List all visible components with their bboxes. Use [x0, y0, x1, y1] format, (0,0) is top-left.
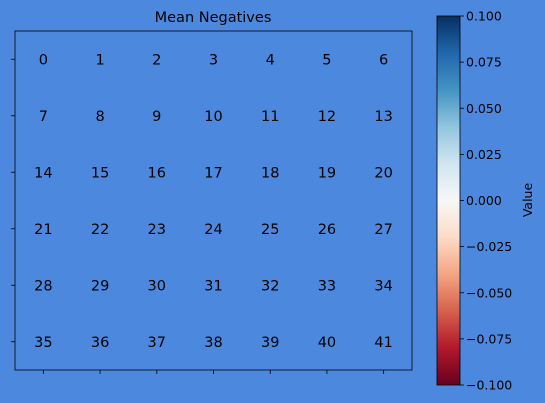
heatmap-cell	[15, 200, 72, 257]
heatmap-cell	[355, 313, 412, 370]
cell-label: 21	[34, 222, 52, 238]
cell-label: 38	[204, 335, 222, 351]
heatmap-cell	[241, 144, 299, 201]
heatmap-cell	[298, 200, 356, 257]
heatmap-cell	[128, 313, 186, 370]
cell-label: 26	[318, 222, 336, 238]
heatmap-cell	[298, 144, 356, 201]
heatmap-cell	[15, 257, 72, 314]
heatmap-cell	[298, 313, 356, 370]
heatmap-cell	[15, 144, 72, 201]
heatmap-cell	[298, 31, 356, 88]
heatmap-cell	[355, 144, 412, 201]
cell-label: 13	[374, 109, 392, 125]
cell-label: 2	[152, 52, 161, 68]
heatmap-cell	[241, 87, 299, 144]
cell-label: 24	[204, 222, 222, 238]
cell-label: 12	[318, 109, 336, 125]
heatmap-cell	[355, 200, 412, 257]
cell-label: 37	[148, 335, 166, 351]
heatmap-cell	[128, 87, 186, 144]
heatmap-cell	[128, 200, 186, 257]
heatmap-cell	[241, 313, 299, 370]
cell-label: 4	[266, 52, 275, 68]
heatmap-cell	[298, 257, 356, 314]
heatmap-cell	[15, 31, 72, 88]
cell-label: 5	[322, 52, 331, 68]
heatmap-cell	[15, 313, 72, 370]
heatmap-cell	[128, 144, 186, 201]
cell-label: 34	[374, 278, 392, 294]
heatmap-cell	[355, 31, 412, 88]
cell-label: 29	[91, 278, 109, 294]
cell-label: 36	[91, 335, 109, 351]
heatmap-cell	[185, 31, 242, 88]
cell-label: 32	[261, 278, 279, 294]
colorbar-label: Value	[520, 183, 535, 218]
heatmap-cell	[185, 313, 242, 370]
colorbar-tick-label: −0.025	[466, 239, 512, 254]
cell-label: 30	[148, 278, 166, 294]
heatmap-cell	[128, 31, 186, 88]
chart-title: Mean Negatives	[155, 10, 272, 26]
heatmap-cell	[71, 200, 129, 257]
colorbar-tick-label: 0.075	[466, 55, 502, 70]
heatmap-cell	[241, 31, 299, 88]
cell-label: 31	[204, 278, 222, 294]
cell-label: 3	[209, 52, 218, 68]
cell-label: 27	[374, 222, 392, 238]
cell-label: 17	[204, 165, 222, 181]
cell-label: 14	[34, 165, 52, 181]
colorbar: 0.100 0.075 0.050 0.025 0.000 −0.025 −0.050 −0.…	[436, 9, 535, 393]
colorbar-tick-label: 0.025	[466, 147, 502, 162]
heatmap-cell	[71, 257, 129, 314]
cell-label: 25	[261, 222, 279, 238]
colorbar-tick-label: −0.075	[466, 331, 512, 346]
heatmap-cell	[185, 200, 242, 257]
heatmap-cell	[185, 144, 242, 201]
cell-label: 16	[148, 165, 166, 181]
heatmap-cell	[355, 257, 412, 314]
cell-label: 28	[34, 278, 52, 294]
colorbar-tick-label: −0.100	[466, 378, 512, 393]
cell-label: 6	[379, 52, 388, 68]
colorbar-tick-label: 0.000	[466, 193, 502, 208]
colorbar-tick-label: 0.050	[466, 101, 502, 116]
cell-label: 9	[152, 109, 161, 125]
heatmap-cell	[185, 87, 242, 144]
cell-label: 39	[261, 335, 279, 351]
heatmap-cell	[71, 144, 129, 201]
cell-label: 0	[39, 52, 48, 68]
colorbar-tick-label: −0.050	[466, 285, 512, 300]
colorbar-tick-label: 0.100	[466, 9, 502, 24]
colorbar-gradient	[436, 15, 461, 386]
cell-label: 40	[318, 335, 336, 351]
heatmap-cell	[15, 87, 72, 144]
cell-label: 7	[39, 109, 48, 125]
cell-label: 18	[261, 165, 279, 181]
heatmap-cell	[71, 31, 129, 88]
cell-label: 8	[95, 109, 104, 125]
cell-label: 11	[261, 109, 279, 125]
cell-label: 33	[318, 278, 336, 294]
cell-label: 1	[95, 52, 104, 68]
cell-label: 23	[148, 222, 166, 238]
cell-label: 19	[318, 165, 336, 181]
heatmap-cell	[241, 200, 299, 257]
heatmap-cell	[71, 313, 129, 370]
cell-label: 15	[91, 165, 109, 181]
cell-label: 10	[204, 109, 222, 125]
heatmap-cell	[71, 87, 129, 144]
heatmap-cell	[185, 257, 242, 314]
cell-label: 20	[374, 165, 392, 181]
heatmap-cell	[128, 257, 186, 314]
cell-label: 35	[34, 335, 52, 351]
heatmap-cell	[298, 87, 356, 144]
cell-label: 22	[91, 222, 109, 238]
heatmap-cell	[355, 87, 412, 144]
cell-label: 41	[374, 335, 392, 351]
heatmap-cell	[241, 257, 299, 314]
